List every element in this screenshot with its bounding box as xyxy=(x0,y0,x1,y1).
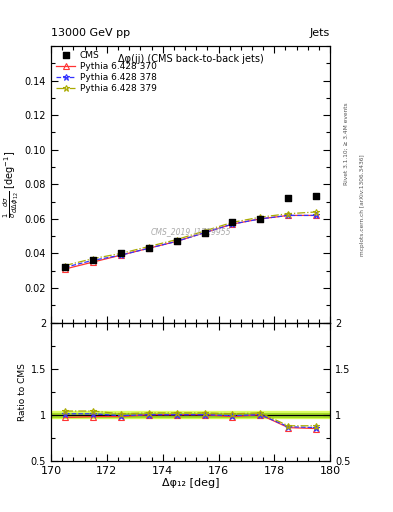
CMS xyxy=(62,263,68,271)
Pythia 6.428 379 xyxy=(91,255,95,262)
Legend: CMS, Pythia 6.428 370, Pythia 6.428 378, Pythia 6.428 379: CMS, Pythia 6.428 370, Pythia 6.428 378,… xyxy=(54,49,159,95)
CMS xyxy=(230,218,236,226)
CMS xyxy=(90,256,96,264)
Pythia 6.428 379 xyxy=(258,214,263,220)
Text: 13000 GeV pp: 13000 GeV pp xyxy=(51,28,130,38)
Pythia 6.428 379 xyxy=(202,228,207,234)
Pythia 6.428 379 xyxy=(174,237,179,243)
Pythia 6.428 370 xyxy=(174,238,179,244)
Pythia 6.428 378 xyxy=(174,238,179,244)
Pythia 6.428 379 xyxy=(230,219,235,225)
Pythia 6.428 370 xyxy=(63,266,68,272)
Text: Jets: Jets xyxy=(310,28,330,38)
CMS xyxy=(202,228,208,237)
Pythia 6.428 370 xyxy=(258,216,263,222)
Pythia 6.428 378 xyxy=(91,257,95,263)
Pythia 6.428 378 xyxy=(258,216,263,222)
Line: Pythia 6.428 370: Pythia 6.428 370 xyxy=(62,212,319,272)
X-axis label: Δφ₁₂ [deg]: Δφ₁₂ [deg] xyxy=(162,478,219,488)
Pythia 6.428 370 xyxy=(91,259,95,265)
CMS xyxy=(146,244,152,252)
Y-axis label: Ratio to CMS: Ratio to CMS xyxy=(18,362,27,421)
Pythia 6.428 378 xyxy=(314,212,319,219)
Bar xyxy=(51,411,330,418)
CMS xyxy=(174,237,180,245)
Line: Pythia 6.428 379: Pythia 6.428 379 xyxy=(62,208,320,269)
Pythia 6.428 370 xyxy=(286,212,291,219)
Pythia 6.428 370 xyxy=(314,212,319,219)
Pythia 6.428 379 xyxy=(314,209,319,215)
Pythia 6.428 370 xyxy=(147,245,151,251)
Pythia 6.428 378 xyxy=(119,252,123,258)
Pythia 6.428 378 xyxy=(230,221,235,227)
Text: mcplots.cern.ch [arXiv:1306.3436]: mcplots.cern.ch [arXiv:1306.3436] xyxy=(360,154,365,255)
CMS xyxy=(257,215,264,223)
Pythia 6.428 378 xyxy=(147,245,151,251)
Text: CMS_2019_I1719955: CMS_2019_I1719955 xyxy=(151,227,231,236)
Pythia 6.428 379 xyxy=(286,210,291,217)
CMS xyxy=(313,193,320,201)
Pythia 6.428 379 xyxy=(119,250,123,257)
Pythia 6.428 370 xyxy=(202,229,207,236)
Pythia 6.428 378 xyxy=(63,264,68,270)
Pythia 6.428 379 xyxy=(147,244,151,250)
CMS xyxy=(118,249,124,258)
Bar xyxy=(51,413,330,417)
Pythia 6.428 379 xyxy=(63,263,68,269)
Pythia 6.428 370 xyxy=(230,221,235,227)
Pythia 6.428 370 xyxy=(119,252,123,258)
Line: Pythia 6.428 378: Pythia 6.428 378 xyxy=(62,212,320,271)
Pythia 6.428 378 xyxy=(286,212,291,219)
Text: Δφ(jj) (CMS back-to-back jets): Δφ(jj) (CMS back-to-back jets) xyxy=(118,54,263,65)
CMS xyxy=(285,194,292,202)
Y-axis label: $\frac{1}{\sigma}\frac{d\sigma}{d\Delta\phi_{12}}$ [deg$^{-1}$]: $\frac{1}{\sigma}\frac{d\sigma}{d\Delta\… xyxy=(1,151,20,218)
Pythia 6.428 378 xyxy=(202,229,207,236)
Text: Rivet 3.1.10; ≥ 3.4M events: Rivet 3.1.10; ≥ 3.4M events xyxy=(344,102,349,185)
